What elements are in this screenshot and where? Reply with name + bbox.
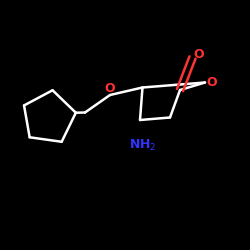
Text: NH$_2$: NH$_2$ xyxy=(129,138,156,152)
Text: O: O xyxy=(105,82,115,95)
Text: O: O xyxy=(194,48,204,62)
Text: O: O xyxy=(206,76,216,89)
